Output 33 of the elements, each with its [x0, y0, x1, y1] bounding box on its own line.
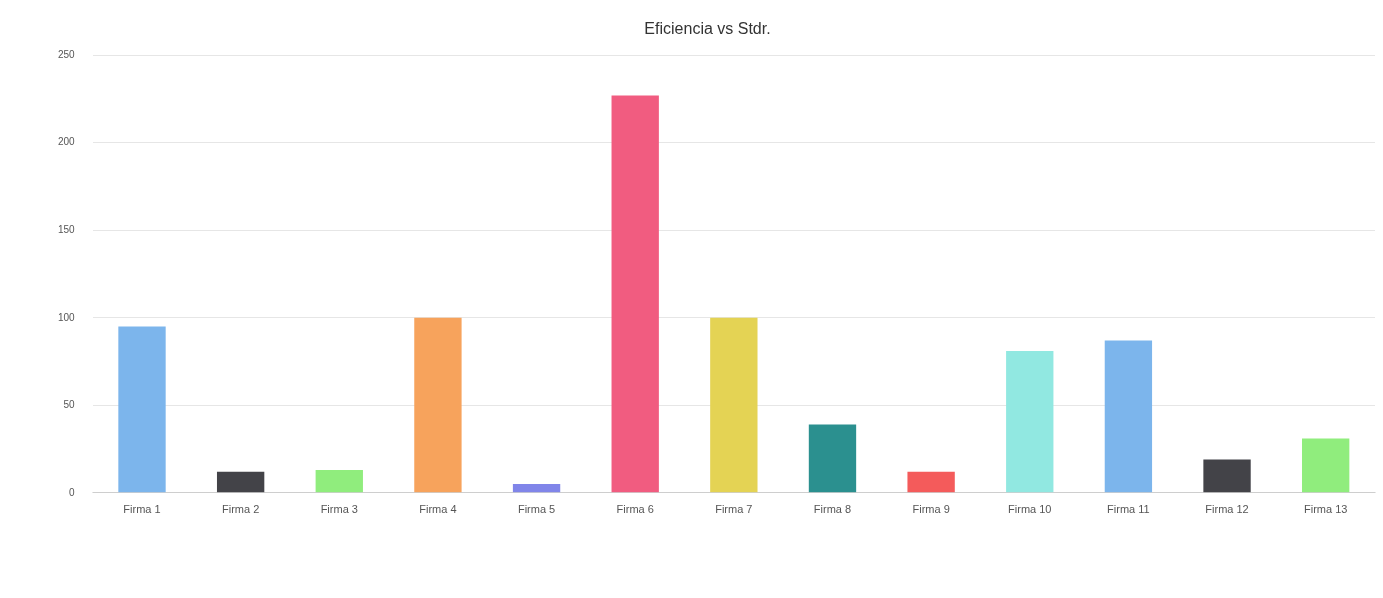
bar [414, 317, 462, 493]
x-tick-label: Firma 12 [1205, 503, 1249, 516]
bar [512, 484, 561, 493]
chart-title: Eficiencia vs Stdr. [644, 20, 771, 38]
bar [216, 471, 265, 493]
x-tick-label: Firma 6 [616, 503, 654, 516]
x-tick-label: Firma 13 [1303, 503, 1348, 516]
y-tick-label: 150 [58, 223, 76, 235]
y-tick-label: 0 [69, 486, 76, 498]
y-tick-label: 200 [58, 136, 76, 148]
bar [1302, 438, 1350, 493]
bar [710, 317, 758, 493]
x-tick-label: Firma 10 [1008, 503, 1052, 516]
x-tick-label: Firma 7 [715, 503, 753, 516]
x-tick-label: Firma 8 [813, 503, 852, 516]
bar [118, 326, 166, 493]
bar [1104, 340, 1153, 493]
x-tick-label: Firma 1 [123, 503, 161, 516]
x-tick-label: Firma 5 [517, 503, 556, 516]
x-tick-label: Firma 11 [1107, 503, 1150, 516]
x-tick-label: Firma 2 [222, 503, 260, 516]
bar [1203, 459, 1251, 493]
bar [611, 95, 659, 493]
x-tick-label: Firma 3 [320, 503, 358, 516]
y-tick-label: 50 [63, 399, 76, 411]
bar [907, 471, 955, 493]
y-tick-label: 250 [58, 48, 76, 60]
x-tick-label: Firma 4 [419, 503, 457, 516]
y-tick-label: 100 [58, 311, 76, 323]
x-tick-label: Firma 9 [912, 503, 950, 516]
bar [315, 470, 363, 493]
bar [808, 424, 857, 493]
bar [1006, 351, 1054, 493]
